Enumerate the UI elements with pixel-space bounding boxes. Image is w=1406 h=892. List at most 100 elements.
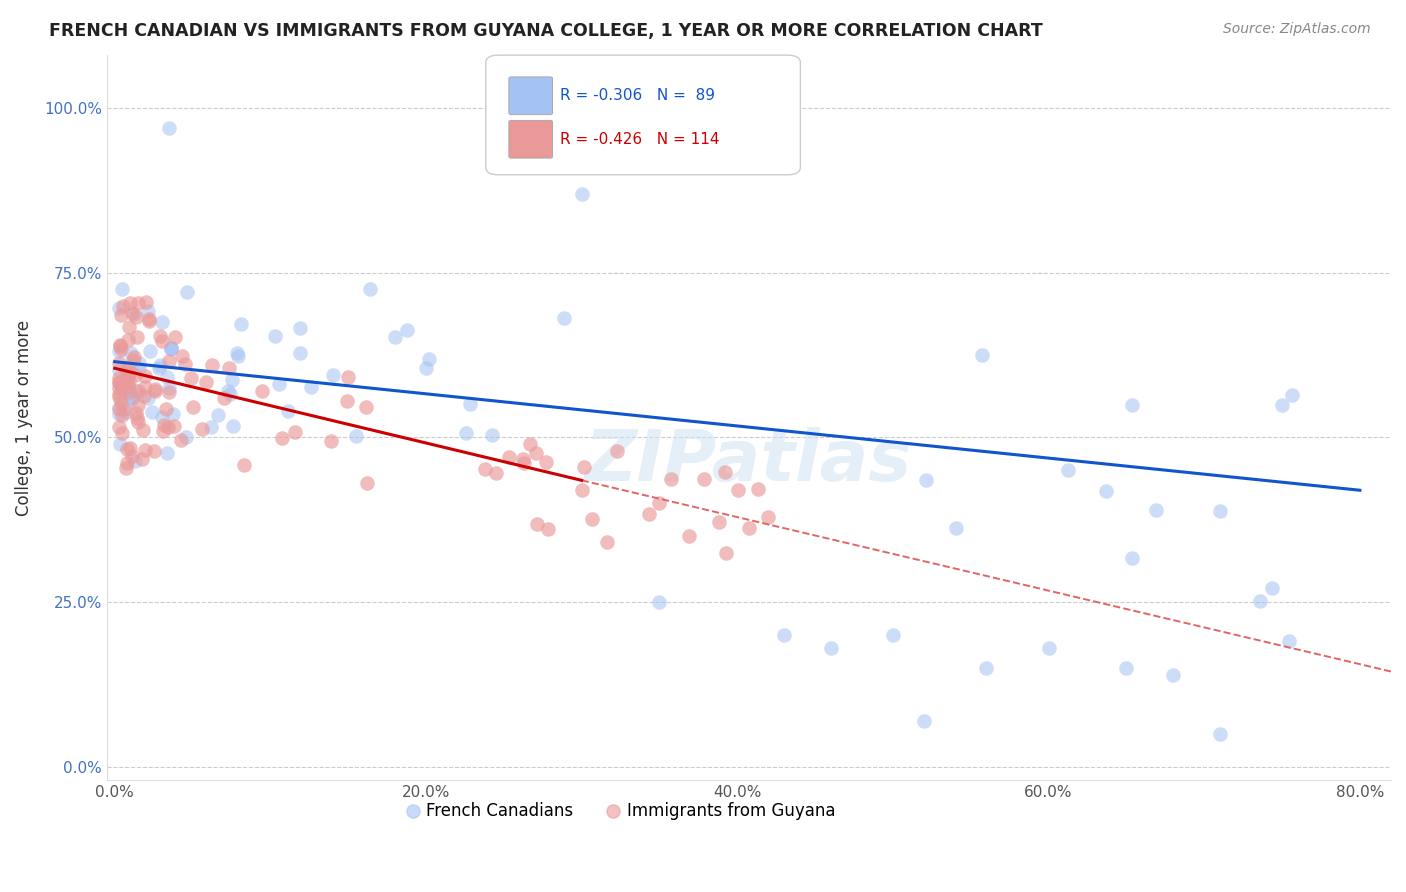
Point xyxy=(418,352,440,367)
Point xyxy=(226,345,249,359)
Point xyxy=(596,535,619,549)
Point xyxy=(270,430,292,444)
Legend: French Canadians, Immigrants from Guyana: French Canadians, Immigrants from Guyana xyxy=(399,795,842,826)
Point xyxy=(571,483,593,498)
Point xyxy=(150,334,173,348)
Point xyxy=(117,359,139,374)
Point xyxy=(176,430,198,444)
Point xyxy=(498,450,520,465)
Point xyxy=(108,363,131,377)
Point xyxy=(157,353,180,368)
Point xyxy=(115,456,138,470)
Point xyxy=(162,407,184,421)
Point xyxy=(127,296,149,310)
Point xyxy=(108,420,131,434)
Point xyxy=(336,394,359,409)
Point xyxy=(882,628,904,642)
Point xyxy=(117,333,139,347)
Point xyxy=(212,391,235,405)
Point xyxy=(110,342,132,356)
Point xyxy=(581,512,603,526)
Point xyxy=(124,368,146,382)
Point xyxy=(108,370,131,384)
Point xyxy=(219,386,242,401)
Point xyxy=(115,362,138,376)
Point xyxy=(172,349,194,363)
Point xyxy=(970,348,993,362)
Point xyxy=(519,437,541,451)
Y-axis label: College, 1 year or more: College, 1 year or more xyxy=(15,319,32,516)
Point xyxy=(163,419,186,434)
Point xyxy=(115,442,138,457)
Point xyxy=(264,328,287,343)
Point xyxy=(512,456,534,470)
Point xyxy=(120,390,142,404)
Point xyxy=(229,317,252,331)
Point xyxy=(159,381,181,395)
Point xyxy=(121,449,143,463)
Point xyxy=(110,394,132,409)
Point xyxy=(120,385,142,400)
Point xyxy=(128,360,150,375)
Point xyxy=(152,409,174,424)
Point xyxy=(195,375,218,389)
Point xyxy=(747,482,769,496)
Point xyxy=(727,483,749,498)
Point xyxy=(1121,551,1143,566)
Point xyxy=(132,389,155,403)
Point xyxy=(159,342,181,356)
Point xyxy=(458,397,481,411)
Point xyxy=(108,376,131,390)
Point xyxy=(156,370,179,384)
Point xyxy=(110,309,132,323)
Point xyxy=(222,419,245,434)
Text: Source: ZipAtlas.com: Source: ZipAtlas.com xyxy=(1223,22,1371,37)
Point xyxy=(136,392,159,406)
Point xyxy=(118,374,141,388)
Point xyxy=(148,329,170,343)
Point xyxy=(1144,502,1167,516)
Point xyxy=(157,420,180,434)
Point xyxy=(678,529,700,543)
Point xyxy=(111,425,134,440)
Point xyxy=(553,311,575,326)
Point xyxy=(122,351,145,365)
Point xyxy=(108,381,131,395)
Point xyxy=(537,522,560,536)
Point xyxy=(218,360,240,375)
Point xyxy=(127,398,149,412)
Point xyxy=(1209,727,1232,741)
Text: R = -0.426   N = 114: R = -0.426 N = 114 xyxy=(560,132,720,147)
Point xyxy=(141,405,163,419)
Point xyxy=(250,384,273,398)
Point xyxy=(160,342,183,356)
Point xyxy=(120,346,142,360)
Point xyxy=(758,509,780,524)
Point xyxy=(572,460,595,475)
Point xyxy=(118,295,141,310)
Point xyxy=(157,384,180,399)
Point xyxy=(134,380,156,394)
Point xyxy=(143,384,166,398)
Point xyxy=(356,476,378,491)
Point xyxy=(110,436,132,450)
FancyBboxPatch shape xyxy=(509,120,553,158)
Point xyxy=(108,390,131,404)
Point xyxy=(571,186,593,201)
Point xyxy=(395,323,418,337)
Point xyxy=(481,427,503,442)
Point xyxy=(156,446,179,460)
Point xyxy=(134,443,156,458)
Point xyxy=(143,383,166,397)
Point xyxy=(125,329,148,343)
Point xyxy=(124,454,146,468)
Point xyxy=(359,282,381,296)
Point xyxy=(121,353,143,368)
Point xyxy=(1271,398,1294,412)
Point xyxy=(108,401,131,415)
Point xyxy=(201,359,224,373)
Point xyxy=(945,521,967,535)
FancyBboxPatch shape xyxy=(509,77,553,114)
Point xyxy=(111,409,134,423)
Point xyxy=(1209,504,1232,518)
